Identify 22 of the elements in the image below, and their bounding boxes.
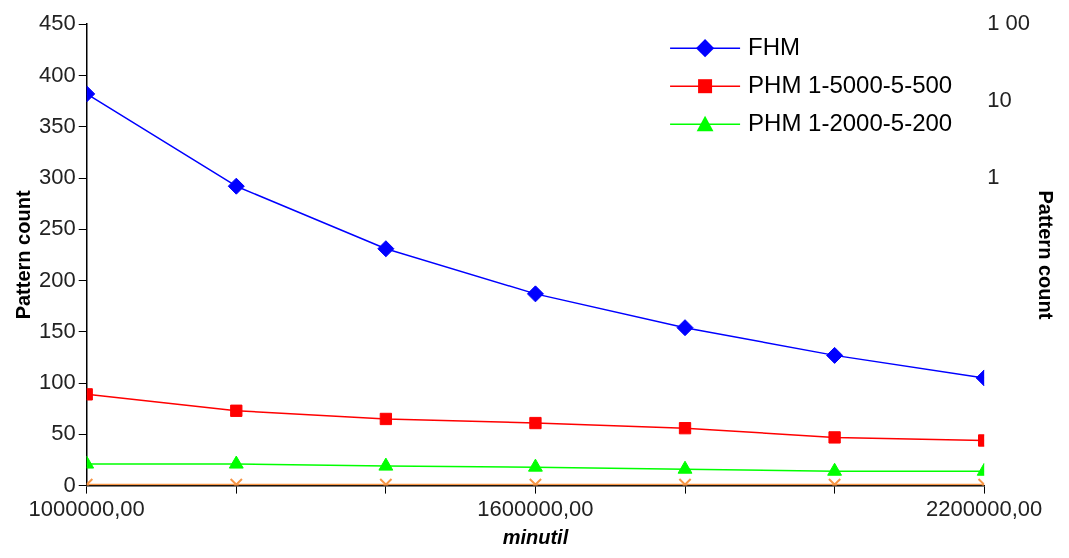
- y-axis-title: Pattern count: [11, 190, 34, 320]
- legend-label: PHM 1-2000-5-200: [748, 108, 953, 136]
- legend-label: PHM 1-5000-5-500: [748, 70, 953, 98]
- legend-label: FHM: [748, 32, 801, 60]
- y-tick-label: 400: [38, 61, 76, 87]
- x-axis-title: minutil: [502, 525, 569, 548]
- y-tick-label: 350: [38, 112, 76, 138]
- x-tick-label: 2200000,00: [926, 495, 1043, 521]
- x-tick-label: 1000000,00: [28, 495, 145, 521]
- y-tick-label: 450: [38, 10, 76, 36]
- y-tick-label: 200: [38, 266, 76, 292]
- y2-tick-label: 10: [987, 87, 1012, 113]
- y-tick-label: 50: [51, 420, 76, 446]
- y2-axis-title: Pattern count: [1035, 190, 1058, 320]
- y-tick-label: 0: [63, 471, 76, 497]
- y-tick-label: 250: [38, 215, 76, 241]
- y2-tick-label: 1 00: [987, 10, 1031, 36]
- x-tick-label: 1600000,00: [477, 495, 594, 521]
- y-tick-label: 150: [38, 317, 76, 343]
- y2-tick-label: 1: [987, 164, 1000, 190]
- y-tick-label: 300: [38, 164, 76, 190]
- y-tick-label: 100: [38, 369, 76, 395]
